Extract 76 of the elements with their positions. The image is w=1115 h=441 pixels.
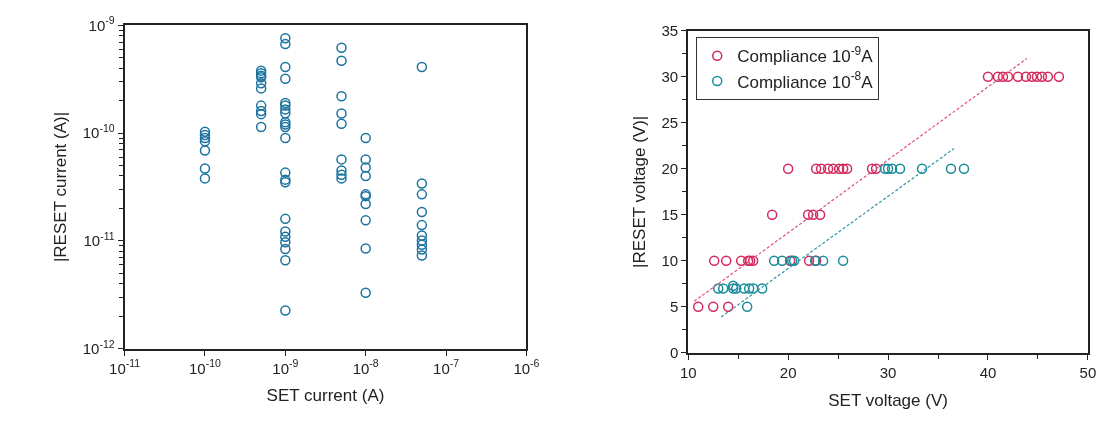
point [992, 71, 1004, 83]
y-tick-label: 10$^{-12}$ [82, 337, 115, 357]
y-tick-label: 5 [669, 298, 679, 316]
point [837, 255, 849, 267]
y-tick-label: 30 [661, 68, 679, 86]
x-axis-title: SET voltage (V) [828, 390, 948, 410]
point [1012, 71, 1024, 83]
point [827, 163, 839, 175]
x-tick-label: 10$^{-11}$ [109, 357, 141, 377]
point [958, 163, 970, 175]
y-axis-title: |RESET current (A)| [50, 111, 70, 263]
point [1026, 71, 1038, 83]
point [802, 209, 814, 221]
point [810, 163, 822, 175]
y-tick-label: 25 [661, 114, 679, 132]
point [1031, 71, 1043, 83]
point [997, 71, 1009, 83]
point [692, 301, 704, 313]
point [866, 163, 878, 175]
point [720, 255, 732, 267]
point [766, 209, 778, 221]
point [841, 163, 853, 175]
point [817, 255, 829, 267]
point [717, 283, 729, 294]
y-tick-label: 20 [661, 160, 679, 178]
point [886, 163, 898, 175]
x-axis-title: SET current (A) [266, 386, 385, 406]
point [982, 71, 994, 83]
point [945, 163, 957, 175]
point [916, 163, 928, 175]
point [815, 163, 827, 175]
point [738, 283, 750, 294]
y-tick-label: 35 [661, 22, 679, 40]
point [708, 255, 720, 267]
x-tick-label: 10$^{-6}$ [513, 357, 540, 377]
point [807, 209, 819, 221]
point [707, 301, 719, 313]
legend-label: Compliance 10$^{-8}$A [737, 69, 874, 92]
point [837, 163, 849, 175]
y-tick-label: 0 [669, 344, 679, 362]
x-tick-label: 20 [779, 363, 797, 381]
point [1042, 71, 1054, 83]
point [768, 255, 780, 267]
y-tick-label: 10 [661, 252, 679, 270]
point [814, 209, 826, 221]
y-tick-label: 10$^{-10}$ [82, 122, 115, 142]
x-tick-label: 10$^{-7}$ [433, 357, 460, 377]
x-tick-label: 10$^{-10}$ [189, 357, 222, 377]
point [756, 283, 768, 294]
x-tick-label: 10$^{-8}$ [352, 357, 379, 377]
point [782, 163, 794, 175]
point [747, 283, 759, 294]
point [743, 283, 755, 294]
point [833, 163, 845, 175]
point [776, 255, 788, 267]
point [741, 301, 753, 313]
point [735, 255, 747, 267]
point [1053, 71, 1065, 83]
point [803, 255, 815, 267]
point [1036, 71, 1048, 83]
point [870, 163, 882, 175]
x-tick-label: 40 [979, 363, 997, 381]
y-axis-title: |RESET voltage (V)| [629, 115, 649, 268]
y-tick-label: 15 [661, 206, 679, 224]
x-tick-label: 50 [1079, 363, 1097, 381]
x-tick-label: 30 [879, 363, 897, 381]
y-tick-label: 10$^{-9}$ [88, 14, 115, 34]
point [822, 163, 834, 175]
point [722, 301, 734, 313]
point [1002, 71, 1014, 83]
point [1020, 71, 1032, 83]
point [712, 283, 724, 294]
legend-label: Compliance 10$^{-9}$A [737, 44, 874, 67]
x-tick-label: 10$^{-9}$ [272, 357, 299, 377]
y-tick-label: 10$^{-11}$ [83, 229, 115, 250]
point [894, 163, 906, 175]
